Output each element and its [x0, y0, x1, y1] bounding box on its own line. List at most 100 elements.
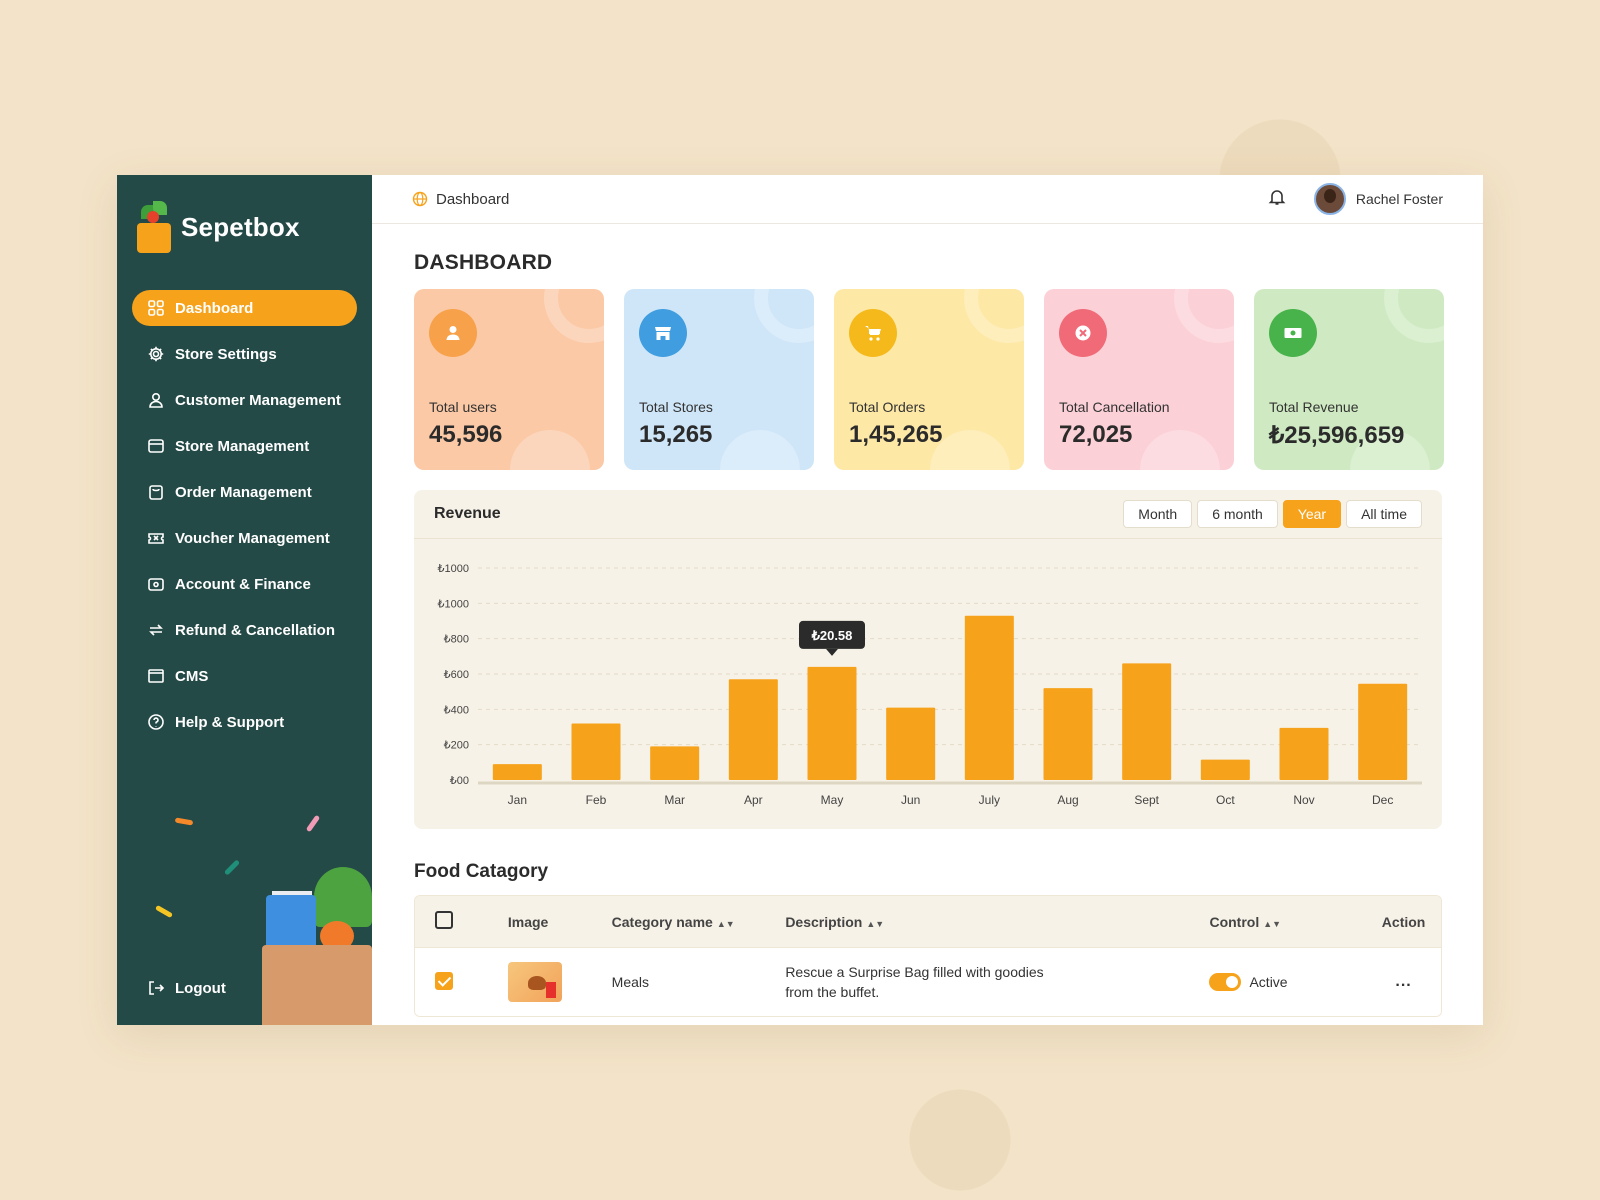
- x-tick-label: Sept: [1134, 793, 1159, 807]
- gear-icon: [147, 345, 165, 363]
- y-tick-label: ₺1000: [438, 563, 469, 575]
- y-tick-label: ₺200: [444, 740, 469, 752]
- revenue-header: Revenue Month 6 month Year All time: [414, 490, 1442, 539]
- bar-may: [807, 666, 857, 780]
- bar-oct: [1200, 759, 1250, 780]
- window-icon: [147, 667, 165, 685]
- stat-value: 72,025: [1059, 421, 1133, 448]
- bar-sept: [1122, 663, 1172, 780]
- x-tick-label: Oct: [1216, 793, 1235, 807]
- column-header-label: Description: [785, 913, 863, 930]
- sidebar-item-order-management[interactable]: Order Management: [132, 474, 357, 510]
- x-tick-label: July: [979, 793, 1000, 807]
- column-header-action: Action: [1381, 913, 1426, 930]
- sidebar-item-voucher-management[interactable]: Voucher Management: [132, 520, 357, 556]
- x-tick-label: May: [821, 793, 844, 807]
- sidebar-item-dashboard[interactable]: Dashboard: [132, 290, 357, 326]
- tab-all-time[interactable]: All time: [1346, 500, 1422, 528]
- x-tick-label: Jun: [901, 793, 920, 807]
- sidebar-item-store-settings[interactable]: Store Settings: [132, 336, 357, 372]
- stat-card-total-cancellation[interactable]: Total Cancellation 72,025: [1044, 289, 1234, 470]
- y-tick-label: ₺400: [444, 704, 469, 716]
- stats-row: Total users 45,596 Total Stores 15,265 T…: [414, 289, 1444, 470]
- sidebar-item-label: Customer Management: [175, 391, 341, 409]
- y-tick-label: ₺00: [450, 775, 469, 787]
- page-title: DASHBOARD: [414, 251, 553, 274]
- row-checkbox[interactable]: [435, 971, 453, 990]
- user-icon: [147, 391, 165, 409]
- confetti-decoration: [223, 859, 241, 876]
- sidebar-item-help-support[interactable]: Help & Support: [132, 704, 357, 740]
- stat-card-total-orders[interactable]: Total Orders 1,45,265: [834, 289, 1024, 470]
- bar-feb: [571, 723, 621, 780]
- stat-card-total-users[interactable]: Total users 45,596: [414, 289, 604, 470]
- stat-label: Total Orders: [849, 399, 926, 415]
- column-header-image: Image: [507, 913, 549, 930]
- sidebar-item-label: CMS: [175, 667, 209, 685]
- column-header-control[interactable]: Control ▲▼: [1209, 914, 1366, 930]
- active-toggle[interactable]: [1209, 973, 1242, 992]
- sort-icon: ▲▼: [716, 918, 735, 929]
- sidebar-item-customer-management[interactable]: Customer Management: [132, 382, 357, 418]
- breadcrumb[interactable]: Dashboard: [436, 190, 510, 208]
- tab-month[interactable]: Month: [1123, 500, 1193, 528]
- x-tick-label: Aug: [1057, 793, 1078, 807]
- bar-jun: [886, 707, 936, 780]
- sidebar-item-refund-cancellation[interactable]: Refund & Cancellation: [132, 612, 357, 648]
- cart-icon: [849, 309, 897, 357]
- tooltip-box: [799, 620, 865, 649]
- tab-6-month[interactable]: 6 month: [1197, 500, 1278, 528]
- confetti-decoration: [305, 814, 321, 833]
- sidebar-item-account-finance[interactable]: Account & Finance: [132, 566, 357, 602]
- grocery-bag-illustration: [262, 855, 372, 1025]
- sidebar-item-store-management[interactable]: Store Management: [132, 428, 357, 464]
- sort-icon: ▲▼: [866, 918, 885, 929]
- sidebar-item-label: Refund & Cancellation: [175, 621, 336, 639]
- voucher-icon: [147, 529, 165, 547]
- logout-button[interactable]: Logout: [147, 979, 226, 997]
- food-category-title: Food Catagory: [414, 861, 549, 882]
- sidebar-item-label: Voucher Management: [175, 529, 330, 547]
- store-icon: [147, 437, 165, 455]
- bag-icon: [147, 483, 165, 501]
- sidebar-item-cms[interactable]: CMS: [132, 658, 357, 694]
- stat-card-total-revenue[interactable]: Total Revenue ₺25,596,659: [1254, 289, 1444, 470]
- bar-jan: [492, 764, 542, 780]
- more-actions-button[interactable]: ...: [1395, 973, 1412, 990]
- bar-july: [964, 615, 1014, 780]
- x-tick-label: Dec: [1372, 793, 1393, 807]
- stat-value: 1,45,265: [849, 421, 943, 448]
- food-category-table: Image Category name ▲▼ Description ▲▼ Cont…: [414, 895, 1442, 1017]
- sidebar-item-label: Help & Support: [175, 713, 285, 731]
- sepetbox-logo-icon: [133, 201, 173, 253]
- stat-card-total-stores[interactable]: Total Stores 15,265: [624, 289, 814, 470]
- globe-icon: [412, 191, 428, 207]
- topbar: Dashboard Rachel Foster: [372, 175, 1483, 224]
- control-status: Active: [1249, 974, 1288, 991]
- bar-dec: [1358, 683, 1408, 780]
- sort-icon: ▲▼: [1263, 918, 1282, 929]
- column-header-description[interactable]: Description ▲▼: [785, 914, 1209, 930]
- stat-value: 45,596: [429, 421, 503, 448]
- bar-mar: [650, 746, 700, 780]
- tab-year[interactable]: Year: [1282, 500, 1342, 528]
- help-icon: [147, 713, 165, 731]
- bar-aug: [1043, 688, 1093, 780]
- x-tick-label: Feb: [586, 793, 607, 807]
- revenue-panel: Revenue Month 6 month Year All time ₺00 ₺…: [414, 490, 1442, 829]
- y-tick-label: ₺800: [444, 634, 469, 646]
- brand[interactable]: Sepetbox: [133, 201, 300, 253]
- column-header-category[interactable]: Category name ▲▼: [612, 914, 786, 930]
- bell-icon[interactable]: [1268, 188, 1286, 211]
- brand-name: Sepetbox: [181, 211, 300, 242]
- select-all-checkbox[interactable]: [435, 911, 453, 929]
- user-menu[interactable]: Rachel Foster: [1313, 183, 1443, 215]
- revenue-range-tabs: Month 6 month Year All time: [1123, 500, 1422, 528]
- stat-label: Total Cancellation: [1059, 399, 1170, 415]
- logout-icon: [149, 981, 165, 995]
- cash-icon: [1269, 309, 1317, 357]
- user-name: Rachel Foster: [1355, 191, 1443, 207]
- column-header-label: Category name: [611, 913, 713, 930]
- tooltip-label: ₺20.58: [811, 628, 853, 643]
- app-window: Sepetbox Dashboard Store Settings Custom…: [117, 175, 1483, 1025]
